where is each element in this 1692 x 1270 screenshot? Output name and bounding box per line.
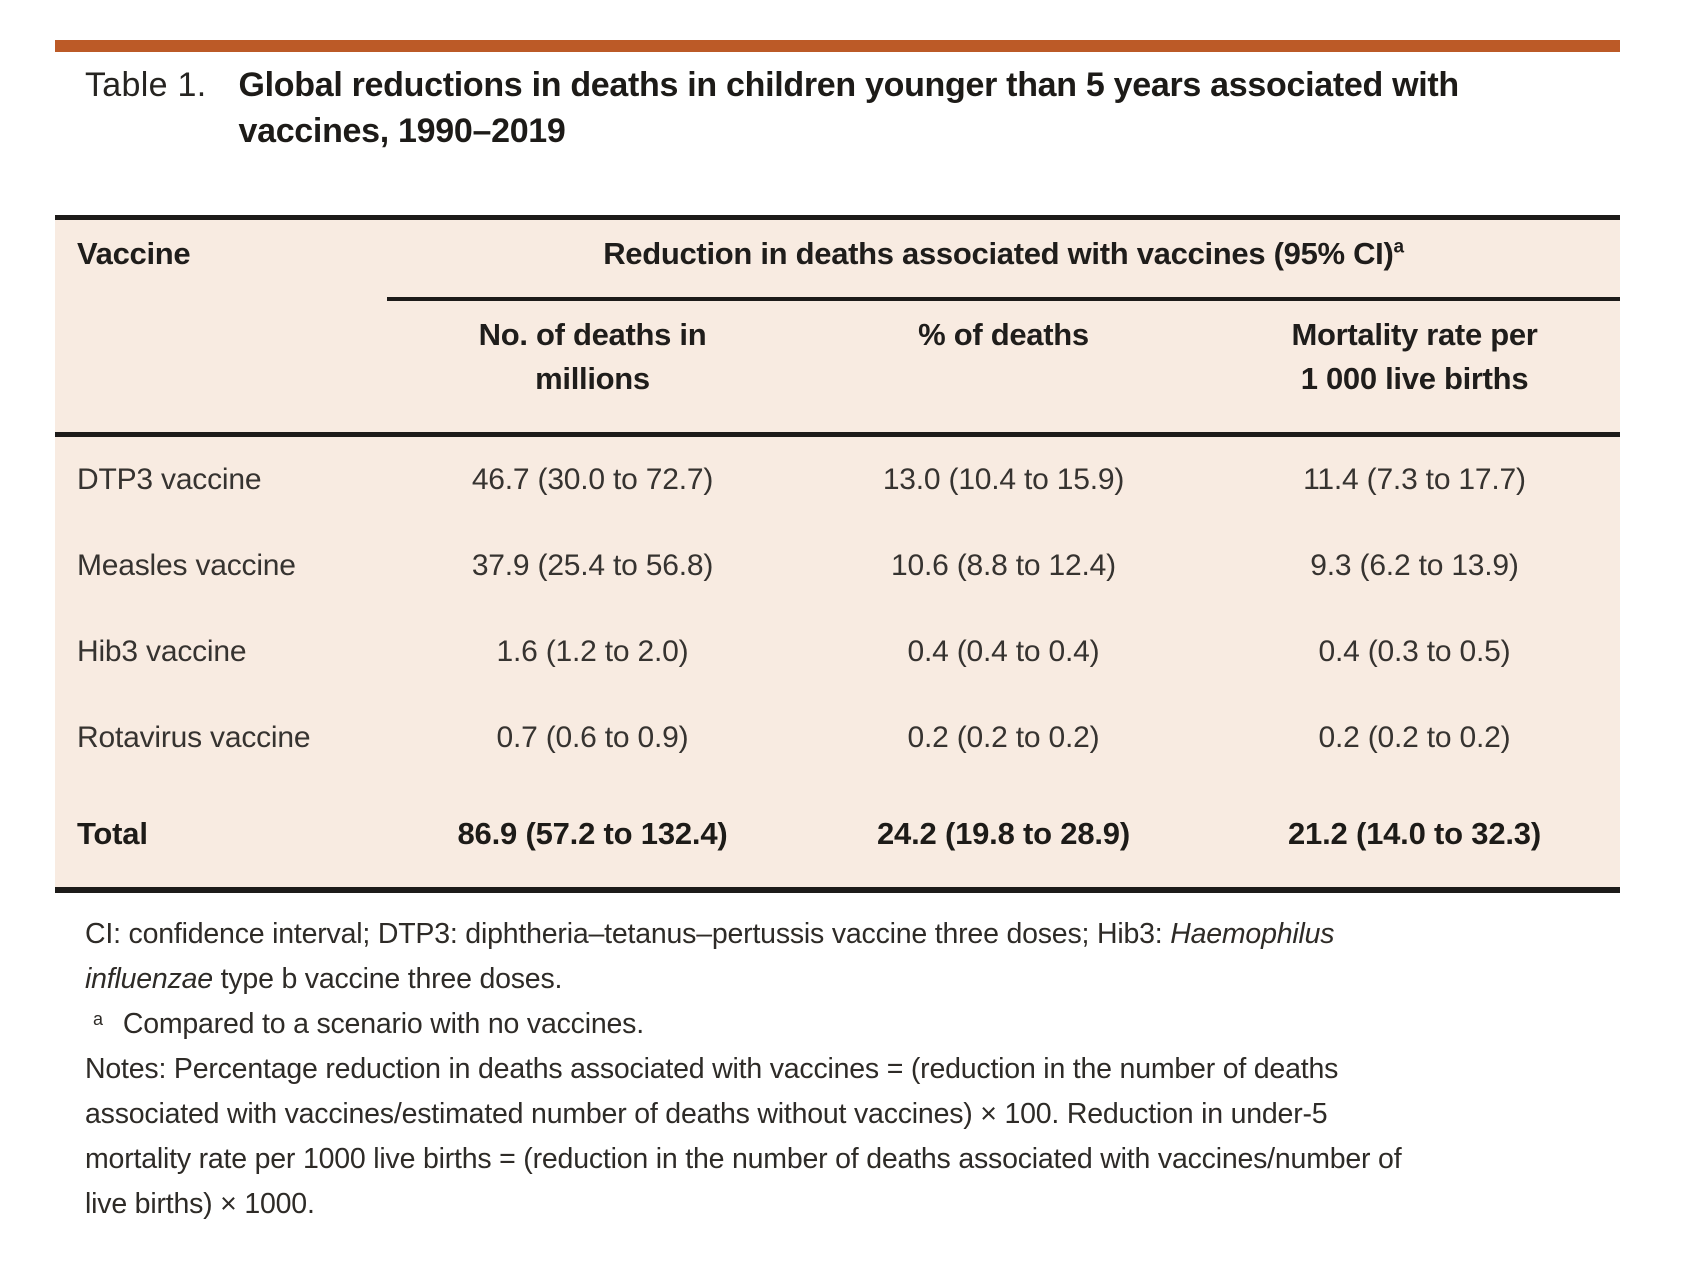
accent-rule bbox=[55, 40, 1620, 52]
row-vaccine-name: DTP3 vaccine bbox=[77, 463, 262, 496]
row-pct-deaths: 10.6 (8.8 to 12.4) bbox=[891, 549, 1116, 582]
row-mortality-rate: 9.3 (6.2 to 13.9) bbox=[1310, 549, 1519, 582]
row-mortality-rate: 0.2 (0.2 to 0.2) bbox=[1318, 721, 1511, 754]
mortality-rate-line1: Mortality rate per bbox=[1291, 317, 1538, 352]
row-deaths-millions: 37.9 (25.4 to 56.8) bbox=[471, 549, 714, 582]
column-header-mortality-rate: Mortality rate per 1 000 live births bbox=[1209, 301, 1620, 432]
footnote-a-text: Compared to a scenario with no vaccines. bbox=[122, 1008, 644, 1040]
table-number-label: Table 1. bbox=[85, 66, 207, 104]
column-header-pct-deaths: % of deaths bbox=[918, 317, 1089, 352]
table-row: Rotavirus vaccine 0.7 (0.6 to 0.9) 0.2 (… bbox=[55, 695, 1620, 781]
total-deaths-millions: 86.9 (57.2 to 132.4) bbox=[457, 816, 728, 851]
abbreviations-text: CI: confidence interval; DTP3: diphtheri… bbox=[85, 918, 1171, 950]
total-mortality-rate: 21.2 (14.0 to 32.3) bbox=[1288, 816, 1541, 851]
total-label: Total bbox=[77, 816, 148, 851]
column-header-span: Reduction in deaths associated with vacc… bbox=[387, 220, 1620, 301]
row-vaccine-name: Hib3 vaccine bbox=[77, 635, 247, 668]
row-mortality-rate: 11.4 (7.3 to 17.7) bbox=[1303, 463, 1526, 496]
row-vaccine-name: Rotavirus vaccine bbox=[77, 721, 311, 754]
table-header: Vaccine Reduction in deaths associated w… bbox=[55, 220, 1620, 437]
header-row-span: Vaccine Reduction in deaths associated w… bbox=[55, 220, 1620, 301]
table-row: Measles vaccine 37.9 (25.4 to 56.8) 10.6… bbox=[55, 523, 1620, 609]
row-mortality-rate: 0.4 (0.3 to 0.5) bbox=[1318, 635, 1511, 668]
abbreviations-text-end: type b vaccine three doses. bbox=[212, 963, 563, 995]
table-title: Table 1. Global reductions in deaths in … bbox=[85, 62, 1459, 154]
notes-line1: Notes: Percentage reduction in deaths as… bbox=[85, 1053, 1339, 1085]
footnote-a-marker: a bbox=[93, 1009, 103, 1029]
mortality-rate-line2: 1 000 live births bbox=[1300, 361, 1529, 396]
span-header-footnote-marker: a bbox=[1393, 236, 1405, 258]
span-header-text: Reduction in deaths associated with vacc… bbox=[603, 236, 1394, 271]
row-vaccine-name: Measles vaccine bbox=[77, 549, 296, 582]
table-title-line1: Global reductions in deaths in children … bbox=[238, 66, 1459, 104]
header-row-subcolumns: No. of deaths in millions % of deaths Mo… bbox=[55, 301, 1620, 432]
row-pct-deaths: 0.4 (0.4 to 0.4) bbox=[907, 635, 1100, 668]
row-deaths-millions: 1.6 (1.2 to 2.0) bbox=[496, 635, 689, 668]
column-header-vaccine: Vaccine bbox=[77, 236, 191, 271]
table-row: Hib3 vaccine 1.6 (1.2 to 2.0) 0.4 (0.4 t… bbox=[55, 609, 1620, 695]
deaths-millions-line2: millions bbox=[535, 361, 650, 396]
footnote-a: a Compared to a scenario with no vaccine… bbox=[85, 1002, 1615, 1047]
data-table: Vaccine Reduction in deaths associated w… bbox=[55, 215, 1620, 893]
table-title-line2: vaccines, 1990–2019 bbox=[238, 112, 566, 150]
notes-line2: associated with vaccines/estimated numbe… bbox=[85, 1098, 1328, 1130]
notes-line4: live births) × 1000. bbox=[85, 1188, 315, 1220]
row-deaths-millions: 0.7 (0.6 to 0.9) bbox=[496, 721, 689, 754]
total-pct-deaths: 24.2 (19.8 to 28.9) bbox=[877, 816, 1130, 851]
row-deaths-millions: 46.7 (30.0 to 72.7) bbox=[471, 463, 714, 496]
row-pct-deaths: 13.0 (10.4 to 15.9) bbox=[882, 463, 1125, 496]
notes-line3: mortality rate per 1000 live births = (r… bbox=[85, 1143, 1402, 1175]
abbreviations-note: CI: confidence interval; DTP3: diphtheri… bbox=[85, 912, 1615, 1002]
abbreviations-italic-influenzae: influenzae bbox=[85, 963, 213, 995]
row-pct-deaths: 0.2 (0.2 to 0.2) bbox=[907, 721, 1100, 754]
table-title-text: Global reductions in deaths in children … bbox=[238, 62, 1459, 154]
abbreviations-italic-haemophilus: Haemophilus bbox=[1170, 918, 1335, 950]
subheader-empty-cell bbox=[55, 301, 387, 432]
deaths-millions-line1: No. of deaths in bbox=[478, 317, 707, 352]
table-row: DTP3 vaccine 46.7 (30.0 to 72.7) 13.0 (1… bbox=[55, 437, 1620, 523]
table-total-row: Total 86.9 (57.2 to 132.4) 24.2 (19.8 to… bbox=[55, 781, 1620, 887]
table-footnotes: CI: confidence interval; DTP3: diphtheri… bbox=[85, 912, 1615, 1227]
column-header-deaths-millions: No. of deaths in millions bbox=[387, 301, 798, 432]
